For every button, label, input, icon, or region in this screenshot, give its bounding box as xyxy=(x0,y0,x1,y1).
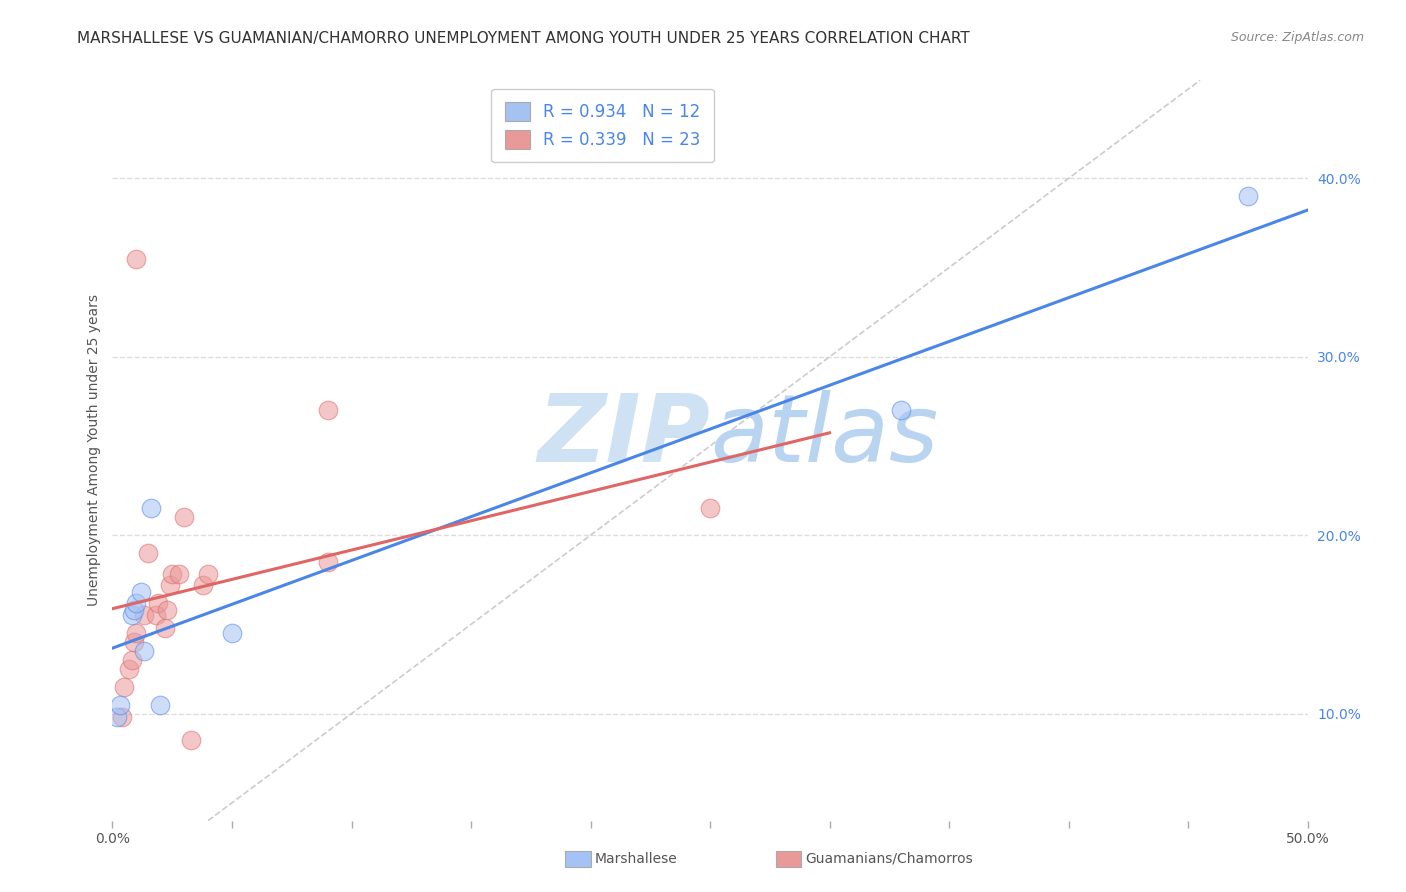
Point xyxy=(125,596,148,610)
Point xyxy=(193,578,215,592)
Text: ZIP: ZIP xyxy=(537,390,710,482)
Point xyxy=(108,698,131,712)
Point xyxy=(125,252,148,266)
Point xyxy=(132,608,155,623)
Point xyxy=(316,555,339,569)
Point xyxy=(173,510,195,524)
Point xyxy=(169,567,191,582)
Y-axis label: Unemployment Among Youth under 25 years: Unemployment Among Youth under 25 years xyxy=(87,294,101,607)
Point xyxy=(162,567,183,582)
Point xyxy=(129,585,152,599)
Point xyxy=(316,403,339,417)
Point xyxy=(139,501,162,516)
Point xyxy=(105,710,128,724)
Point xyxy=(1237,189,1260,203)
Text: atlas: atlas xyxy=(710,390,938,481)
Point xyxy=(111,710,134,724)
Point xyxy=(118,662,141,676)
Text: Guamanians/Chamorros: Guamanians/Chamorros xyxy=(806,852,973,866)
Point xyxy=(114,680,135,694)
Point xyxy=(145,608,167,623)
Point xyxy=(146,596,169,610)
Point xyxy=(149,698,172,712)
Point xyxy=(122,635,145,649)
Point xyxy=(122,603,145,617)
Point xyxy=(180,733,202,747)
Text: Source: ZipAtlas.com: Source: ZipAtlas.com xyxy=(1230,31,1364,45)
Point xyxy=(197,567,219,582)
Point xyxy=(153,621,176,635)
Point xyxy=(890,403,912,417)
Point xyxy=(699,501,721,516)
Text: MARSHALLESE VS GUAMANIAN/CHAMORRO UNEMPLOYMENT AMONG YOUTH UNDER 25 YEARS CORREL: MARSHALLESE VS GUAMANIAN/CHAMORRO UNEMPL… xyxy=(77,31,970,46)
Point xyxy=(121,653,143,667)
Point xyxy=(121,608,143,623)
Point xyxy=(125,626,148,640)
Point xyxy=(156,603,179,617)
Point xyxy=(159,578,181,592)
Point xyxy=(221,626,243,640)
Point xyxy=(132,644,155,658)
Point xyxy=(138,546,160,560)
Text: Marshallese: Marshallese xyxy=(595,852,678,866)
Legend: R = 0.934   N = 12, R = 0.339   N = 23: R = 0.934 N = 12, R = 0.339 N = 23 xyxy=(491,88,714,162)
